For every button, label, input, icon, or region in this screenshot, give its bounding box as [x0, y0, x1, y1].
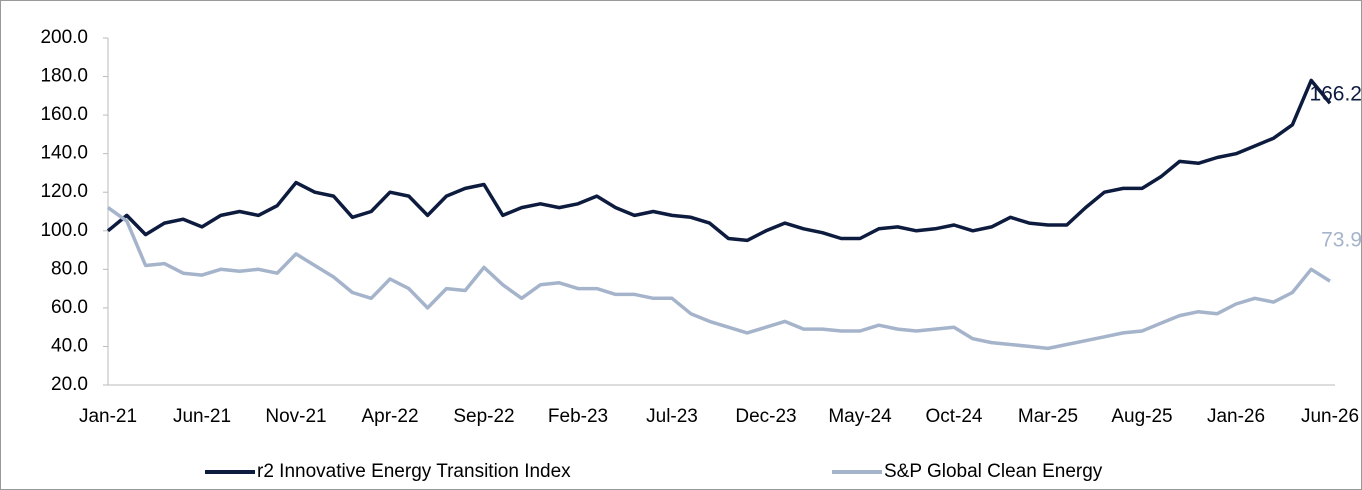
data-label: 73.9: [1321, 229, 1362, 252]
y-tick-label: 140.0: [40, 143, 88, 164]
x-tick-label: Dec-23: [735, 406, 796, 427]
x-tick-label: Feb-23: [548, 406, 608, 427]
y-tick-label: 40.0: [51, 335, 88, 356]
legend-label: r2 Innovative Energy Transition Index: [257, 461, 571, 482]
x-tick-label: Jan-21: [79, 406, 137, 427]
x-tick-label: Jul-23: [646, 406, 698, 427]
x-tick-label: Jun-26: [1301, 406, 1359, 427]
legend-label: S&P Global Clean Energy: [884, 461, 1103, 482]
y-tick-label: 120.0: [40, 181, 88, 202]
series-line: [106, 206, 1331, 351]
x-tick-label: Jun-21: [173, 406, 231, 427]
y-tick-label: 60.0: [51, 297, 88, 318]
y-tick-label: 160.0: [40, 104, 88, 125]
x-tick-label: Nov-21: [265, 406, 326, 427]
y-tick-label: 180.0: [40, 66, 88, 87]
x-tick-label: Apr-22: [361, 406, 418, 427]
x-tick-label: May-24: [828, 406, 892, 427]
x-tick-label: Mar-25: [1018, 406, 1078, 427]
x-tick-label: Oct-24: [925, 406, 982, 427]
y-tick-label: 100.0: [40, 220, 88, 241]
y-tick-label: 80.0: [51, 258, 88, 279]
x-tick-label: Sep-22: [453, 406, 514, 427]
data-label: 166.2: [1309, 83, 1362, 106]
x-tick-label: Aug-25: [1111, 406, 1172, 427]
y-tick-label: 200.0: [40, 27, 88, 48]
y-tick-label: 20.0: [51, 374, 88, 395]
series-line: [106, 78, 1332, 243]
x-tick-label: Jan-26: [1207, 406, 1265, 427]
